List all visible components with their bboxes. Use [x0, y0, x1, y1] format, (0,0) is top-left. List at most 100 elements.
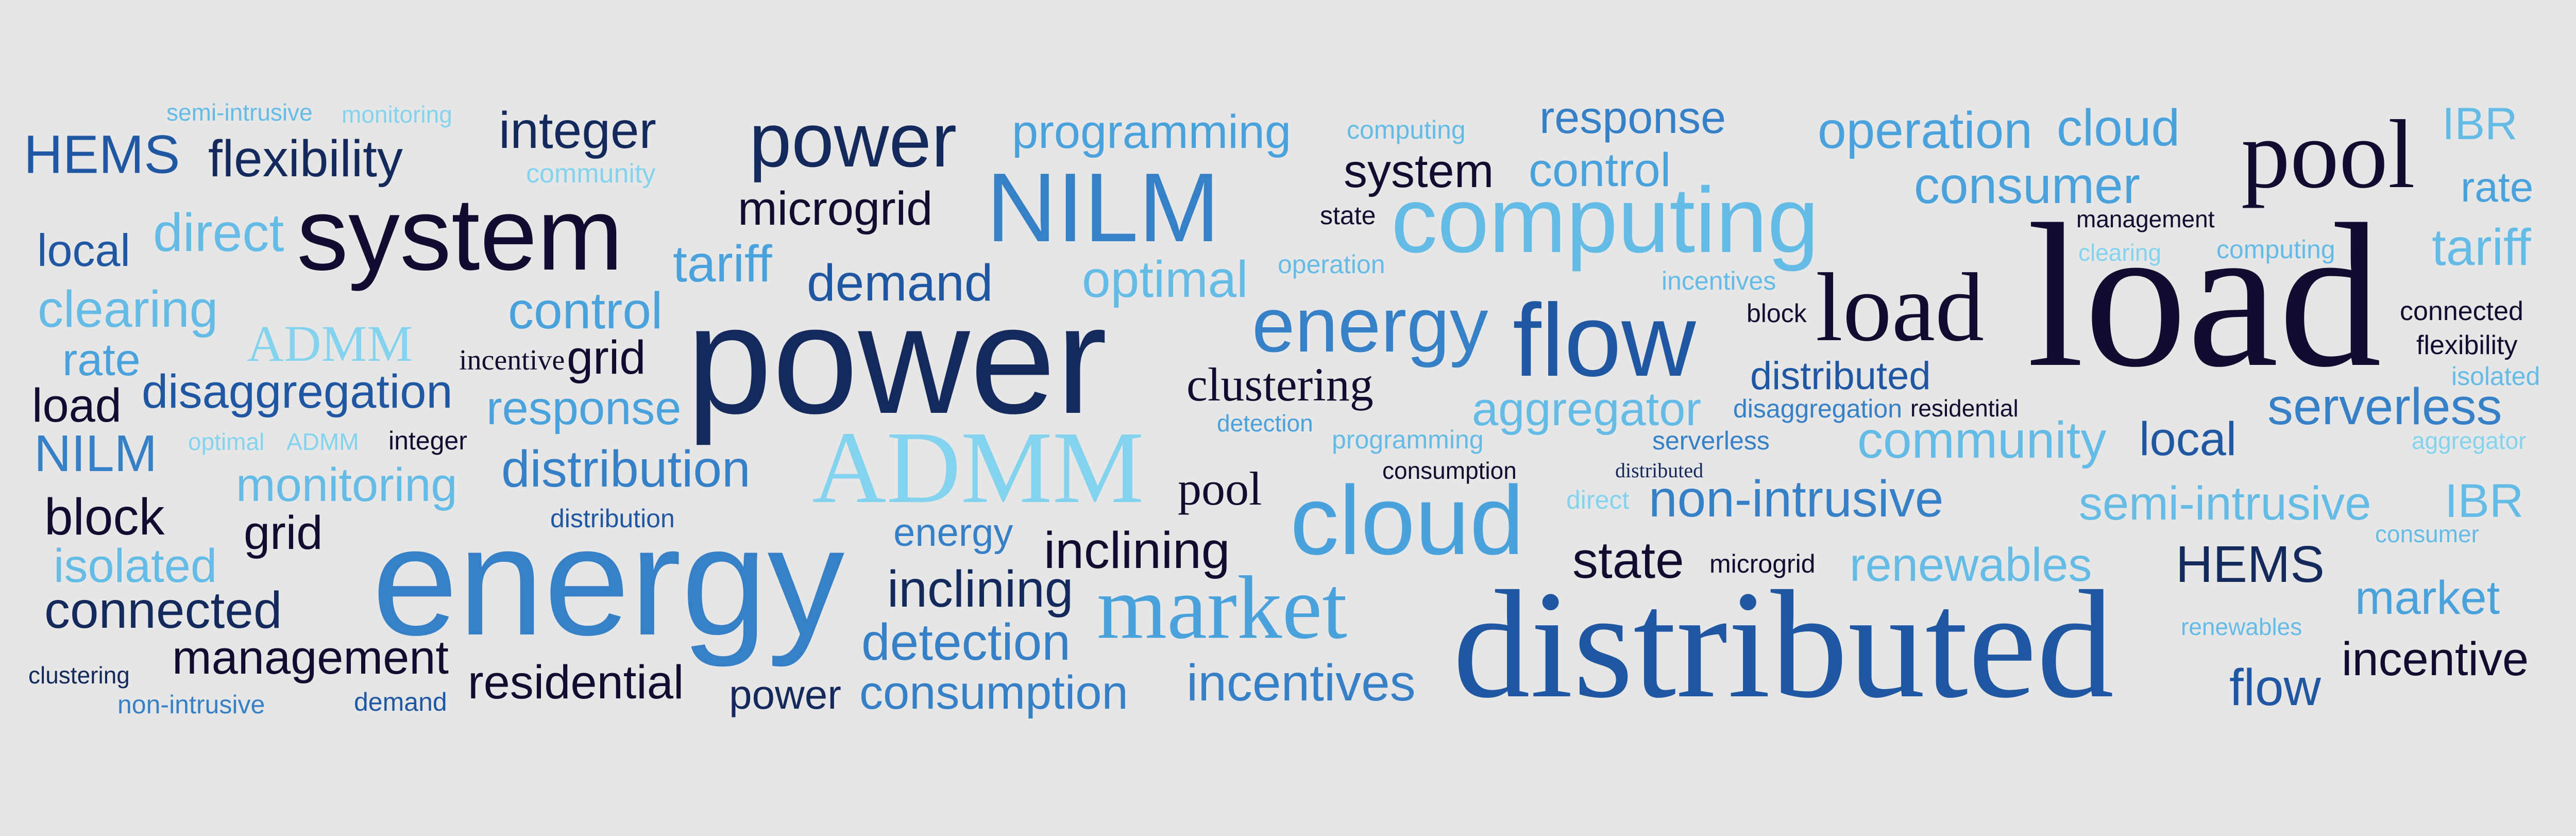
word-renewables-1: renewables: [1850, 539, 2092, 591]
word-energy-small: energy: [893, 511, 1013, 555]
word-hems: HEMS: [24, 124, 180, 185]
word-direct-1: direct: [153, 203, 284, 263]
word-isolated-1: isolated: [2451, 362, 2540, 391]
word-connected-1: connected: [2400, 296, 2523, 326]
word-pool-2: pool: [1178, 462, 1262, 515]
word-distributed-big: distributed: [1453, 559, 2114, 730]
word-aggregator-2: aggregator: [2412, 427, 2527, 454]
word-market-2: market: [2355, 572, 2500, 624]
word-management-2: management: [172, 631, 449, 684]
word-energy-1: energy: [1252, 281, 1488, 368]
word-consumer-1: consumer: [1914, 157, 2141, 214]
word-consumption-1: consumption: [1382, 457, 1517, 484]
word-management-1: management: [2076, 206, 2215, 232]
word-response-2: response: [486, 382, 682, 434]
word-ibr-2: IBR: [2445, 475, 2524, 527]
word-detection-2: detection: [861, 613, 1071, 671]
word-power-big: power: [686, 273, 1108, 446]
word-microgrid-1: microgrid: [738, 182, 933, 235]
word-serverless-1: serverless: [2267, 378, 2502, 436]
word-tariff-1: tariff: [673, 235, 772, 293]
word-system-small: system: [1344, 145, 1494, 197]
word-inclining-1: inclining: [1044, 522, 1230, 579]
word-consumption-2: consumption: [859, 666, 1128, 719]
word-residential-2: residential: [468, 656, 684, 709]
word-demand-2: demand: [354, 688, 447, 716]
word-nilm-2: NILM: [34, 425, 157, 482]
word-flow-big: flow: [1513, 283, 1696, 398]
word-control-1: control: [1529, 144, 1671, 196]
word-cloud-1: cloud: [2057, 99, 2180, 157]
word-incentives-2: incentives: [1187, 654, 1416, 712]
word-system-big: system: [297, 177, 623, 292]
word-state-2: state: [1572, 531, 1684, 589]
word-clearing-2: clearing: [38, 280, 218, 338]
word-response: response: [1539, 92, 1726, 143]
word-incentive-1: incentive: [459, 344, 565, 376]
word-integer: integer: [499, 102, 656, 159]
word-flexibility-2: flexibility: [2416, 330, 2518, 360]
word-block-2: block: [44, 488, 165, 546]
word-admm-2: ADMM: [286, 428, 359, 455]
word-block-1: block: [1747, 299, 1807, 328]
word-inclining-2: inclining: [887, 560, 1074, 618]
word-hems-2: HEMS: [2176, 536, 2325, 593]
word-load-medium: load: [1816, 254, 1985, 362]
word-grid-1: grid: [567, 331, 646, 384]
word-integer-2: integer: [388, 426, 467, 455]
word-flexibility: flexibility: [208, 130, 403, 188]
word-local-1: local: [37, 225, 130, 276]
word-non-intrusive-2: non-intrusive: [117, 690, 265, 719]
word-disaggregation-1: disaggregation: [142, 365, 453, 418]
word-serverless-2: serverless: [1652, 426, 1770, 455]
word-state-1: state: [1320, 201, 1376, 230]
word-power-small: power: [729, 672, 841, 717]
word-computing-3: computing: [2216, 235, 2335, 264]
word-energy-big: energy: [372, 494, 845, 667]
word-admm-big: ADMM: [812, 411, 1144, 525]
word-cloud-big: cloud: [1290, 466, 1524, 575]
word-direct-2: direct: [1566, 486, 1630, 514]
word-load-small: load: [32, 379, 122, 432]
word-monitoring-2: monitoring: [236, 459, 457, 511]
word-computing: computing: [1347, 115, 1466, 144]
word-isolated-2: isolated: [54, 540, 217, 592]
word-rate-1: rate: [2461, 164, 2534, 211]
word-distribution-2: distribution: [550, 504, 675, 533]
word-disaggregation-2: disaggregation: [1733, 394, 1903, 423]
word-microgrid-2: microgrid: [1709, 549, 1816, 578]
word-grid-2: grid: [244, 507, 323, 559]
word-aggregator-1: aggregator: [1472, 383, 1701, 436]
word-community: community: [526, 159, 656, 189]
word-clearing-1: clearing: [2078, 239, 2162, 266]
word-load-big: load: [2027, 181, 2382, 410]
word-distributed-1: distributed: [1750, 354, 1931, 398]
word-operation-2: operation: [1278, 250, 1385, 279]
word-monitoring: monitoring: [342, 101, 452, 128]
word-connected-2: connected: [44, 581, 282, 639]
word-residential-1: residential: [1910, 395, 2019, 422]
word-rate-2: rate: [62, 334, 141, 385]
word-clustering-1: clustering: [1187, 358, 1374, 411]
word-distribution-1: distribution: [501, 440, 751, 498]
word-local-2: local: [2139, 413, 2237, 465]
word-incentive-2: incentive: [2342, 633, 2529, 685]
word-clustering-2: clustering: [28, 662, 130, 689]
word-market-big: market: [1097, 557, 1347, 658]
word-programming-2: programming: [1332, 425, 1484, 454]
word-community-2: community: [1857, 411, 2107, 469]
word-incentives-1: incentives: [1662, 266, 1776, 295]
word-operation: operation: [1818, 102, 2032, 159]
word-control-2: control: [508, 282, 663, 340]
word-pool-1: pool: [2241, 101, 2415, 209]
word-computing-big: computing: [1391, 169, 1819, 272]
word-semi-intrusive-2: semi-intrusive: [2079, 477, 2371, 530]
word-programming: programming: [1012, 106, 1291, 158]
word-admm-1: ADMM: [247, 315, 413, 372]
word-flow-2: flow: [2229, 659, 2321, 716]
word-consumer-2: consumer: [2375, 521, 2479, 547]
word-renewables-2: renewables: [2181, 613, 2302, 640]
word-semi-intrusive: semi-intrusive: [166, 99, 313, 126]
word-distributed-2: distributed: [1615, 459, 1704, 482]
word-tariff-2: tariff: [2432, 219, 2531, 276]
